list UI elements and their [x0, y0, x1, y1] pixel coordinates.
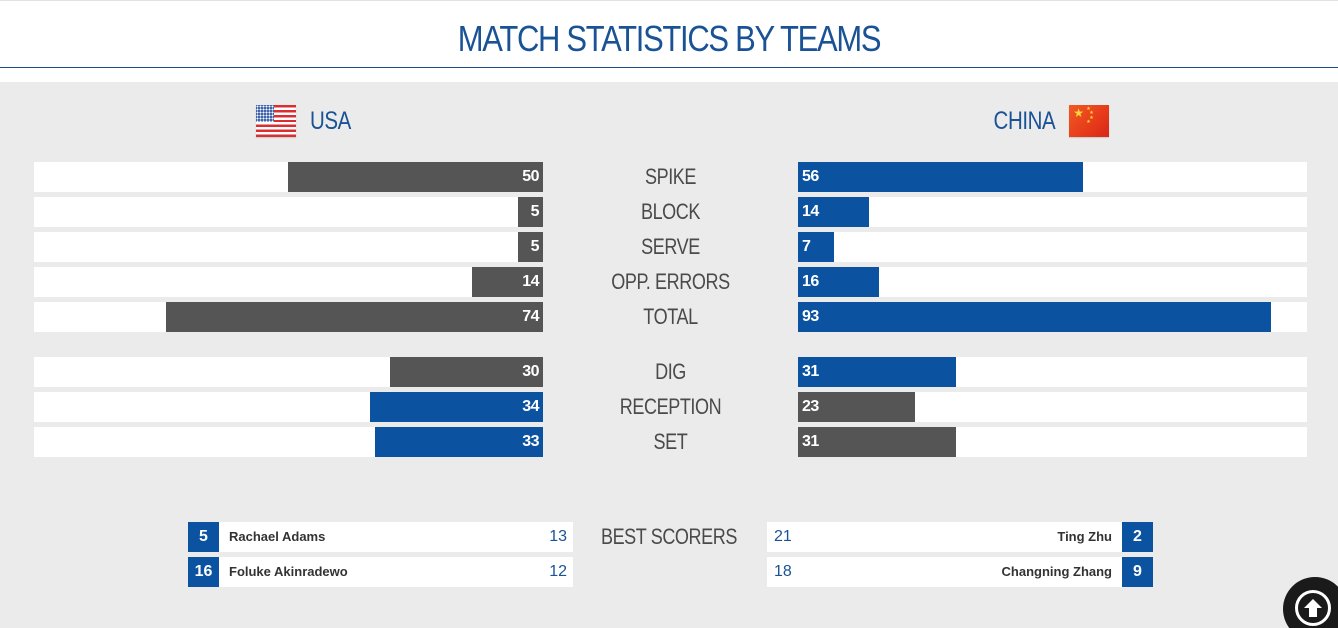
- player-points: 12: [549, 563, 567, 580]
- bar-right: 31: [798, 357, 956, 387]
- scorer-row: 18 Changning Zhang 9: [767, 557, 1153, 587]
- value-right: 7: [802, 238, 811, 255]
- bar-left: 30: [390, 357, 543, 387]
- value-right: 14: [802, 203, 819, 220]
- stat-row-serve: 5 SERVE 7: [34, 232, 1307, 262]
- scroll-to-top-button[interactable]: [1283, 577, 1338, 628]
- player-name: Ting Zhu: [1057, 529, 1112, 544]
- stat-label: DIG: [655, 359, 686, 384]
- bar-right: 93: [798, 302, 1271, 332]
- value-right: 93: [802, 308, 819, 325]
- stat-label: SET: [653, 429, 688, 454]
- bar-left: 5: [518, 232, 543, 262]
- bar-track-left: 30: [34, 357, 543, 387]
- bar-left: 5: [518, 197, 543, 227]
- value-right: 31: [802, 433, 819, 450]
- bar-track-left: 50: [34, 162, 543, 192]
- team-name-left: USA: [310, 106, 351, 135]
- value-left: 34: [522, 398, 539, 415]
- player-name: Rachael Adams: [229, 529, 326, 544]
- value-right: 16: [802, 273, 819, 290]
- bar-left: 14: [472, 267, 543, 297]
- team-usa: USA: [256, 103, 360, 139]
- value-left: 74: [522, 308, 539, 325]
- stat-row-reception: 34 RECEPTION 23: [34, 392, 1307, 422]
- bar-track-right: 93: [798, 302, 1307, 332]
- bar-left: 33: [375, 427, 543, 457]
- arrow-up-icon: [1304, 599, 1322, 617]
- stat-label: TOTAL: [643, 304, 698, 329]
- jersey-number: 16: [188, 557, 219, 587]
- bar-right: 23: [798, 392, 915, 422]
- stat-label: BLOCK: [640, 199, 701, 224]
- bar-left: 34: [370, 392, 543, 422]
- stat-row-opp-errors: 14 OPP. ERRORS 16: [34, 267, 1307, 297]
- jersey-number: 5: [188, 522, 219, 552]
- header: MATCH STATISTICS BY TEAMS: [0, 0, 1338, 68]
- stat-row-dig: 30 DIG 31: [34, 357, 1307, 387]
- china-flag-icon: ★ ★ ★ ★ ★: [1069, 105, 1110, 137]
- team-china: CHINA ★ ★ ★ ★ ★: [980, 103, 1110, 139]
- bar-left: 50: [288, 162, 543, 192]
- bar-track-right: 31: [798, 427, 1307, 457]
- player-name: Foluke Akinradewo: [229, 564, 348, 579]
- arrow-up-circle-icon: [1295, 590, 1331, 626]
- value-left: 30: [522, 363, 539, 380]
- value-right: 56: [802, 168, 819, 185]
- bar-track-right: 31: [798, 357, 1307, 387]
- stat-label: SERVE: [641, 234, 700, 259]
- scorer-row: 16 Foluke Akinradewo 12: [188, 557, 573, 587]
- bar-left: 74: [166, 302, 543, 332]
- bar-right: 56: [798, 162, 1083, 192]
- value-left: 14: [522, 273, 539, 290]
- bar-track-right: 23: [798, 392, 1307, 422]
- bar-track-left: 33: [34, 427, 543, 457]
- bar-track-right: 14: [798, 197, 1307, 227]
- usa-flag-icon: [256, 105, 296, 137]
- bar-track-left: 5: [34, 232, 543, 262]
- value-right: 31: [802, 363, 819, 380]
- stat-row-block: 5 BLOCK 14: [34, 197, 1307, 227]
- bar-right: 31: [798, 427, 956, 457]
- value-left: 5: [530, 238, 540, 255]
- player-points: 13: [549, 528, 567, 545]
- stat-row-spike: 50 SPIKE 56: [34, 162, 1307, 192]
- stat-label: SPIKE: [644, 164, 697, 189]
- bar-track-left: 34: [34, 392, 543, 422]
- scorer-row: 5 Rachael Adams 13: [188, 522, 573, 552]
- value-left: 50: [522, 168, 539, 185]
- stat-label: OPP. ERRORS: [611, 269, 730, 294]
- value-right: 23: [802, 398, 819, 415]
- stat-row-total: 74 TOTAL 93: [34, 302, 1307, 332]
- bar-right: 7: [798, 232, 834, 262]
- player-name: Changning Zhang: [1001, 564, 1112, 579]
- bar-right: 16: [798, 267, 879, 297]
- stat-row-set: 33 SET 31: [34, 427, 1307, 457]
- stat-label: RECEPTION: [619, 394, 722, 419]
- team-name-right: CHINA: [993, 106, 1056, 135]
- player-points: 18: [774, 563, 792, 580]
- value-left: 5: [530, 203, 540, 220]
- scorer-row: 21 Ting Zhu 2: [767, 522, 1153, 552]
- player-points: 21: [774, 528, 792, 545]
- bar-track-right: 7: [798, 232, 1307, 262]
- bar-track-right: 16: [798, 267, 1307, 297]
- bar-right: 14: [798, 197, 869, 227]
- page-title: MATCH STATISTICS BY TEAMS: [457, 18, 882, 59]
- bar-track-left: 74: [34, 302, 543, 332]
- jersey-number: 2: [1122, 522, 1153, 552]
- value-left: 33: [522, 433, 539, 450]
- bar-track-left: 14: [34, 267, 543, 297]
- jersey-number: 9: [1122, 557, 1153, 587]
- bar-track-left: 5: [34, 197, 543, 227]
- bar-track-right: 56: [798, 162, 1307, 192]
- best-scorers-title: BEST SCORERS: [600, 524, 738, 549]
